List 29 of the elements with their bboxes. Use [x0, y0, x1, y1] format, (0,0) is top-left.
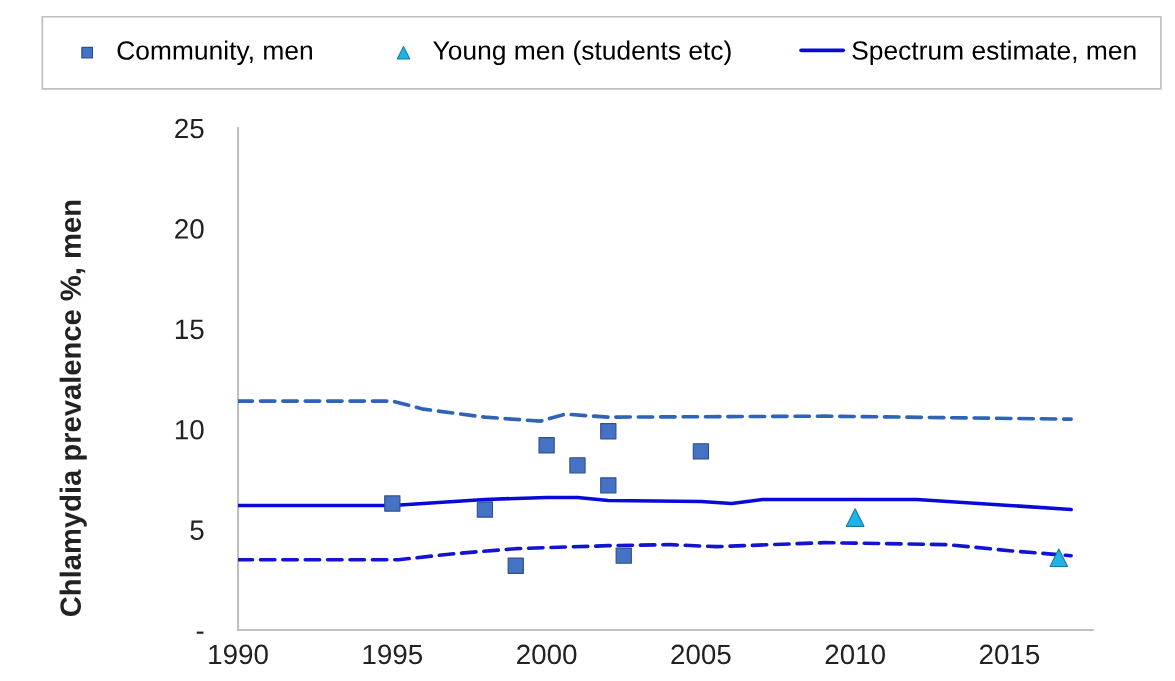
y-tick-label: - [196, 631, 204, 634]
y-tick-label: 10 [175, 419, 204, 440]
y-tick-label: 5 [190, 520, 204, 540]
y-tick-label: 20 [175, 219, 204, 239]
point [615, 547, 632, 564]
legend-label: Young men (students etc) [433, 40, 731, 66]
point [384, 495, 401, 512]
point [692, 443, 710, 460]
point [1049, 548, 1069, 568]
point [507, 557, 524, 574]
x-tick-label: 2005 [671, 644, 731, 665]
x-tick-label: 1990 [209, 644, 268, 665]
point [600, 423, 617, 440]
line-series [238, 540, 1073, 562]
y-tick-label: 25 [175, 118, 204, 139]
x-tick-label: 2010 [825, 644, 885, 665]
point [476, 501, 494, 518]
x-tick-label: 2015 [979, 644, 1040, 665]
legend-label: Spectrum estimate, men [852, 40, 1136, 66]
point [538, 437, 555, 454]
point [569, 457, 586, 474]
point [845, 508, 865, 527]
line-series [238, 399, 1073, 423]
legend-label: Community, men [117, 40, 312, 66]
point [600, 477, 617, 494]
x-tick-label: 1995 [363, 644, 423, 665]
y-tick-label: 15 [175, 319, 204, 340]
y-axis-title: Chlamydia prevalence %, men [59, 200, 87, 617]
x-tick-label: 2000 [517, 644, 577, 665]
